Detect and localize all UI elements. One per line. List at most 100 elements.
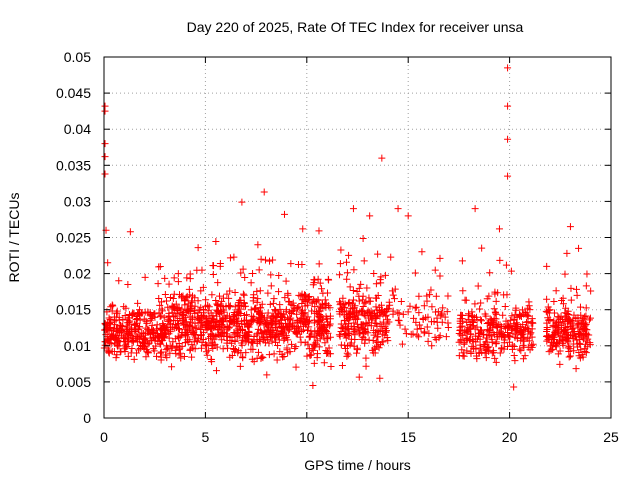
data-point xyxy=(439,304,447,312)
data-point xyxy=(184,326,192,334)
data-point xyxy=(189,344,197,352)
data-point xyxy=(338,361,346,369)
data-point xyxy=(396,321,404,329)
data-point xyxy=(587,287,595,295)
data-point xyxy=(415,309,423,317)
data-point xyxy=(510,383,518,391)
data-point xyxy=(516,312,524,320)
y-tick-label: 0.02 xyxy=(64,266,91,282)
data-point xyxy=(511,311,519,319)
data-point xyxy=(284,289,292,297)
data-point xyxy=(156,312,164,320)
data-point xyxy=(461,328,469,336)
data-point xyxy=(372,280,380,288)
data-point xyxy=(266,300,274,308)
data-point xyxy=(387,253,395,261)
data-point xyxy=(156,301,164,309)
data-point xyxy=(194,319,202,327)
data-point xyxy=(502,317,510,325)
data-point xyxy=(198,323,206,331)
data-point xyxy=(352,314,360,322)
data-point xyxy=(155,332,163,340)
data-point xyxy=(564,334,572,342)
data-point xyxy=(133,332,141,340)
data-point xyxy=(122,304,130,312)
data-point xyxy=(570,340,578,348)
data-point xyxy=(205,303,213,311)
data-point xyxy=(235,302,243,310)
data-point xyxy=(501,303,509,311)
data-point xyxy=(442,333,450,341)
data-point xyxy=(209,261,217,269)
data-point xyxy=(277,316,285,324)
data-point xyxy=(293,310,301,318)
data-point xyxy=(241,273,249,281)
data-point xyxy=(101,341,109,349)
x-tick-label: 15 xyxy=(400,429,416,445)
data-point xyxy=(156,324,164,332)
data-point xyxy=(478,348,486,356)
data-point xyxy=(388,287,396,295)
data-point xyxy=(342,307,350,315)
data-point xyxy=(243,316,251,324)
data-point xyxy=(476,305,484,313)
data-point xyxy=(341,344,349,352)
data-point xyxy=(412,318,420,326)
data-point xyxy=(346,309,354,317)
data-point xyxy=(175,339,183,347)
data-point xyxy=(191,309,199,317)
data-point xyxy=(136,341,144,349)
data-point xyxy=(436,254,444,262)
data-point xyxy=(318,331,326,339)
data-point xyxy=(413,331,421,339)
data-point xyxy=(283,346,291,354)
data-point xyxy=(207,355,215,363)
data-point xyxy=(528,325,536,333)
data-point xyxy=(248,338,256,346)
data-point xyxy=(228,334,236,342)
data-point xyxy=(105,349,113,357)
data-point xyxy=(232,322,240,330)
data-point xyxy=(132,321,140,329)
data-point xyxy=(251,305,258,313)
data-point xyxy=(166,294,174,302)
data-point xyxy=(239,265,247,273)
data-point xyxy=(303,326,311,334)
data-point xyxy=(197,304,205,312)
data-point xyxy=(224,344,232,352)
data-point xyxy=(298,261,306,269)
data-point xyxy=(268,337,276,345)
data-point xyxy=(187,307,195,315)
data-point xyxy=(566,352,574,360)
data-point xyxy=(123,322,131,330)
data-point xyxy=(239,290,247,298)
data-point xyxy=(444,292,452,300)
data-point xyxy=(359,302,367,310)
data-point xyxy=(523,311,531,319)
data-point xyxy=(105,348,113,356)
data-point xyxy=(503,291,511,299)
data-point xyxy=(254,295,262,303)
data-point xyxy=(468,342,476,350)
data-point xyxy=(242,349,250,357)
data-point xyxy=(381,331,389,339)
data-point xyxy=(106,316,114,324)
data-point xyxy=(264,309,272,317)
data-point xyxy=(556,360,564,368)
data-point xyxy=(528,315,536,323)
data-point xyxy=(162,342,170,350)
data-point xyxy=(427,286,435,294)
data-point xyxy=(336,260,344,268)
data-point xyxy=(124,280,132,288)
data-point xyxy=(113,341,121,349)
data-point xyxy=(578,325,586,333)
data-point xyxy=(227,316,235,324)
data-point xyxy=(316,279,324,287)
data-point xyxy=(214,326,222,334)
data-point xyxy=(559,328,567,336)
data-point xyxy=(204,307,212,315)
data-point xyxy=(181,318,189,326)
data-point xyxy=(572,285,580,293)
data-point xyxy=(572,365,580,373)
